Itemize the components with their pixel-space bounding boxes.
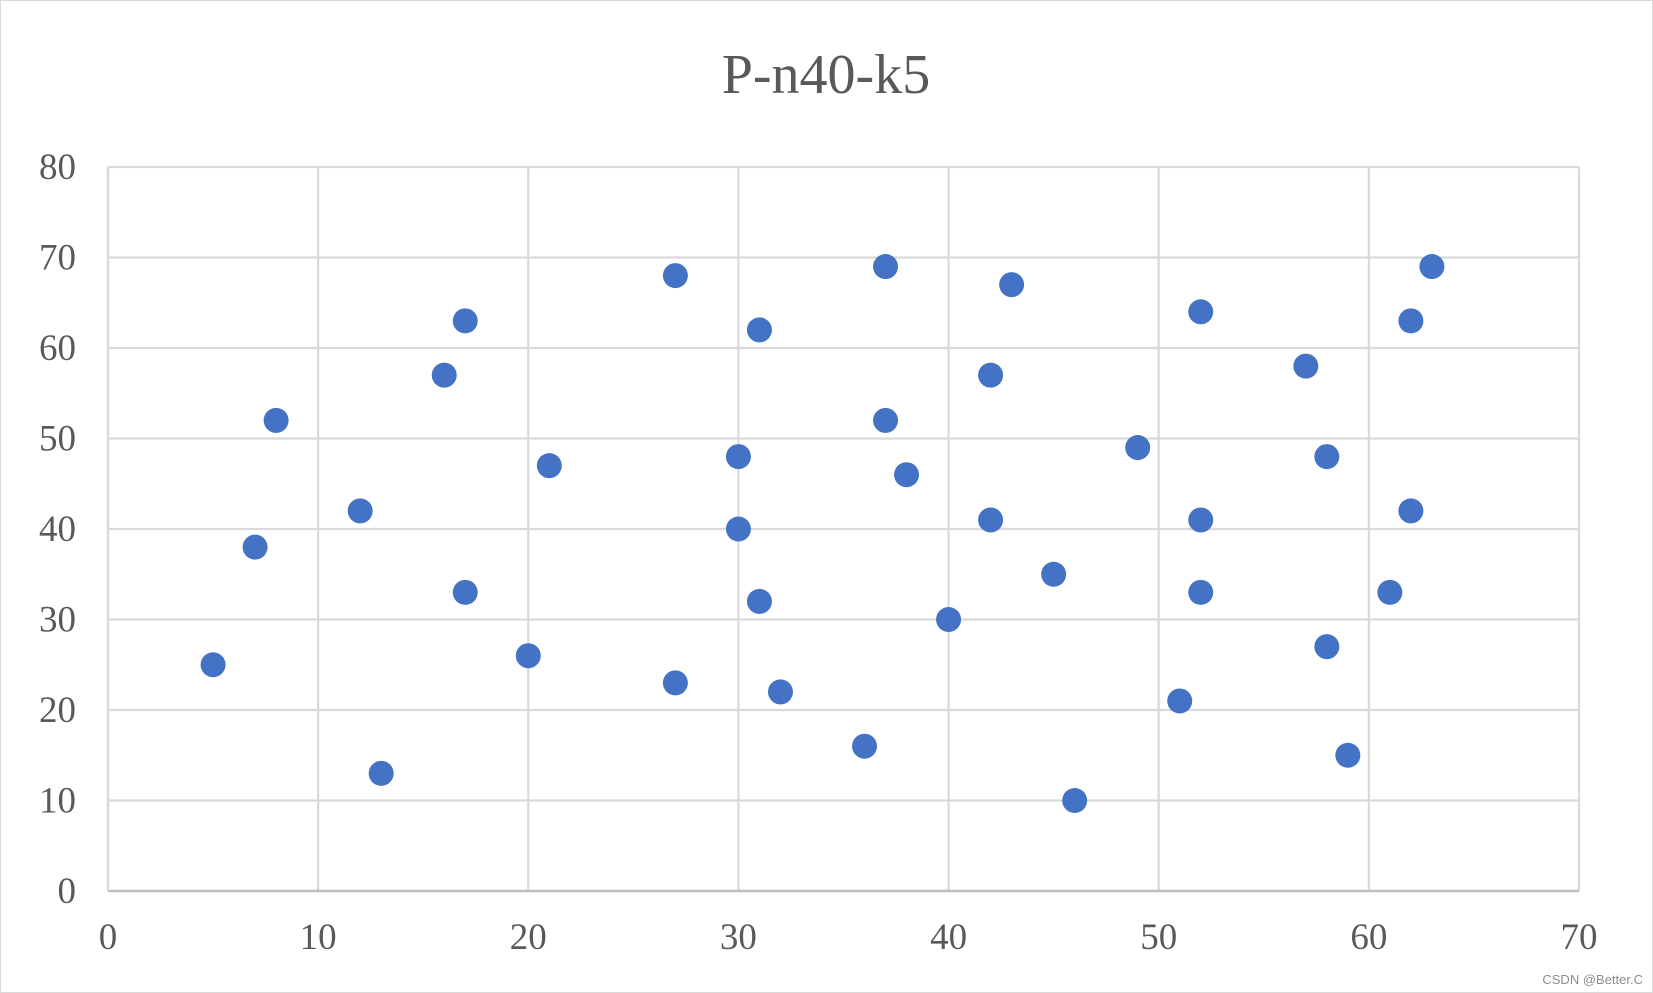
y-tick-label: 20 — [39, 690, 76, 731]
data-point — [536, 453, 562, 479]
data-point — [1188, 299, 1214, 325]
x-tick-label: 20 — [510, 917, 547, 958]
data-point — [242, 534, 268, 560]
data-point — [1398, 308, 1424, 334]
x-tick-label: 50 — [1140, 917, 1177, 958]
data-point — [936, 607, 962, 632]
data-point — [1293, 353, 1319, 379]
data-point — [852, 733, 878, 759]
y-tick-label: 0 — [58, 871, 77, 912]
x-tick-label: 60 — [1350, 917, 1387, 958]
data-point — [452, 308, 478, 334]
data-point — [1398, 498, 1424, 524]
y-tick-label: 30 — [39, 600, 76, 641]
data-point — [746, 317, 772, 343]
data-point — [452, 579, 478, 605]
data-point — [1167, 688, 1193, 714]
data-point — [1125, 435, 1151, 461]
data-point — [999, 272, 1025, 298]
data-point — [1041, 561, 1067, 587]
data-point — [515, 643, 541, 669]
data-point — [347, 498, 373, 524]
data-point — [1419, 254, 1445, 280]
data-point — [873, 254, 899, 280]
y-tick-label: 50 — [39, 419, 76, 460]
data-point — [263, 407, 289, 433]
watermark: CSDN @Better.C — [1542, 972, 1643, 987]
data-point — [1188, 507, 1214, 533]
data-point — [1062, 788, 1088, 813]
data-point — [746, 588, 772, 614]
grid-lines — [106, 165, 1581, 893]
data-point — [1314, 444, 1340, 470]
data-point — [368, 760, 394, 786]
axes — [106, 167, 1579, 893]
y-tick-labels: 0 10 20 30 40 50 60 70 80 — [39, 147, 76, 912]
data-point — [725, 444, 751, 470]
data-point — [767, 679, 793, 705]
chart-title: P-n40-k5 — [722, 44, 930, 106]
data-point — [978, 507, 1004, 533]
x-tick-label: 70 — [1561, 917, 1598, 958]
y-tick-label: 10 — [39, 781, 76, 822]
data-point — [1377, 579, 1403, 605]
x-tick-label: 0 — [99, 917, 118, 958]
x-tick-label: 10 — [300, 917, 337, 958]
data-point — [978, 362, 1004, 388]
data-point — [662, 670, 688, 696]
y-tick-label: 60 — [39, 328, 76, 369]
y-tick-label: 40 — [39, 509, 76, 550]
y-tick-label: 70 — [39, 238, 76, 279]
data-point — [894, 462, 920, 488]
data-point — [873, 407, 899, 433]
data-point — [725, 516, 751, 542]
data-point — [1314, 634, 1340, 660]
data-point — [1188, 579, 1214, 605]
data-points — [200, 254, 1445, 813]
data-point — [200, 652, 226, 678]
x-tick-label: 30 — [720, 917, 757, 958]
data-point — [1335, 742, 1361, 768]
y-tick-label: 80 — [39, 147, 76, 188]
x-tick-label: 40 — [930, 917, 967, 958]
data-point — [431, 362, 457, 388]
x-tick-labels: 0 10 20 30 40 50 60 70 — [99, 917, 1598, 958]
data-point — [662, 263, 688, 289]
